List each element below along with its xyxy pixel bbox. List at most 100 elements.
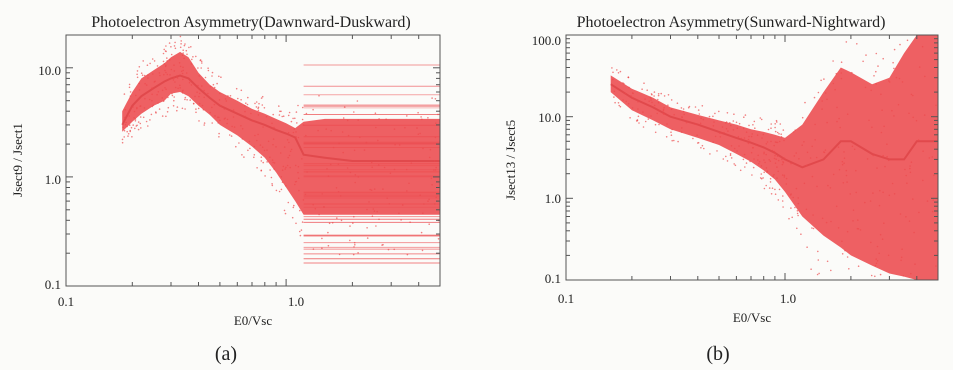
chart-b-point (743, 116, 745, 118)
chart-b-point (880, 131, 883, 134)
chart-b-point (742, 158, 745, 161)
chart-b-point (899, 43, 901, 46)
chart-a-point (180, 40, 182, 42)
chart-a-point (295, 131, 297, 133)
chart-b-point (898, 77, 901, 80)
chart-a-point (273, 126, 275, 129)
chart-b-point (654, 123, 657, 126)
chart-b-point (811, 227, 813, 229)
chart-b-point (805, 208, 808, 211)
chart-a-point (192, 56, 194, 58)
chart-a-point (260, 169, 263, 172)
chart-a-point (147, 125, 149, 127)
chart-a-point (406, 190, 408, 192)
chart-b-point (763, 152, 765, 155)
chart-a-point (136, 106, 138, 109)
chart-b-panel-label: (b) (706, 343, 729, 365)
chart-a-point (272, 143, 274, 146)
chart-a-point (224, 98, 227, 100)
chart-a-point (301, 158, 303, 160)
chart-b-point (658, 123, 660, 126)
chart-a-point (230, 135, 233, 137)
chart-a-point (291, 216, 294, 219)
chart-b-point (776, 121, 778, 123)
chart-a-point (128, 83, 131, 86)
chart-b-point (774, 141, 777, 143)
chart-b-point (803, 141, 805, 143)
chart-b-point (751, 174, 753, 176)
chart-a-point (188, 81, 191, 84)
chart-a-point (346, 119, 349, 122)
chart-b-point (887, 254, 890, 257)
chart-b-point (637, 115, 640, 118)
chart-b-point (891, 182, 894, 185)
chart-a-point (435, 122, 437, 124)
chart-a-point (157, 91, 160, 93)
chart-a-point (228, 134, 231, 136)
chart-b-point (736, 127, 739, 129)
chart-a-point (198, 102, 201, 105)
chart-a-point (133, 117, 135, 119)
chart-b-point (846, 181, 848, 183)
chart-a-point (357, 119, 360, 121)
chart-b-point (700, 117, 702, 120)
chart-a-point (200, 60, 203, 63)
chart-a-point (240, 125, 242, 127)
chart-b-point (657, 98, 659, 101)
chart-a-point (181, 90, 184, 92)
chart-a-point (252, 120, 254, 123)
chart-b-point (840, 72, 843, 74)
chart-b-point (874, 264, 877, 267)
chart-b-point (868, 119, 870, 122)
chart-b-point (702, 118, 705, 121)
chart-a-point (134, 120, 137, 122)
chart-b-point (853, 148, 856, 151)
chart-b-point (769, 177, 772, 180)
chart-a-point (191, 58, 193, 61)
chart-a-point (290, 120, 293, 123)
chart-b-point (682, 108, 685, 110)
chart-b-point (714, 135, 717, 138)
chart-b-point (778, 133, 780, 135)
chart-b-point (694, 106, 697, 108)
chart-a-point (275, 189, 278, 192)
chart-a-point (338, 142, 340, 145)
chart-b-point (766, 141, 769, 143)
chart-b-plot-frame (565, 34, 939, 281)
chart-b-point (875, 70, 877, 73)
chart-a-point (312, 203, 315, 206)
chart-b-point (832, 60, 834, 62)
chart-a-point (294, 183, 296, 186)
chart-a-point (335, 187, 338, 189)
chart-a-point (290, 148, 293, 151)
chart-b-point (725, 127, 728, 130)
chart-b-point (816, 273, 819, 276)
chart-a-point (434, 98, 437, 100)
chart-a-point (372, 208, 375, 210)
chart-b-point (743, 137, 746, 139)
chart-b-point (770, 123, 772, 125)
chart-a-point (271, 184, 274, 187)
chart-b-point (761, 137, 763, 139)
chart-a: Photoelectron Asymmetry(Dawnward-Duskwar… (10, 14, 441, 365)
chart-b-point (697, 141, 700, 144)
chart-b-point (857, 219, 859, 221)
chart-b-point (818, 272, 820, 275)
chart-a-point (363, 149, 366, 151)
chart-a-point (149, 62, 151, 65)
chart-b-point (864, 201, 866, 204)
chart-b-point (627, 76, 630, 79)
chart-a-point (295, 138, 298, 140)
chart-b-point (824, 92, 827, 94)
chart-a-point (137, 128, 140, 131)
chart-a-point (349, 239, 351, 242)
chart-a-point (285, 185, 287, 187)
chart-a-point (182, 52, 184, 54)
chart-b-point (893, 48, 896, 51)
chart-b-point (751, 133, 753, 135)
chart-b-ytick-1: 1.0 (545, 191, 561, 206)
chart-b-point (777, 170, 779, 173)
chart-b-point (662, 108, 665, 111)
chart-b-point (933, 174, 935, 177)
